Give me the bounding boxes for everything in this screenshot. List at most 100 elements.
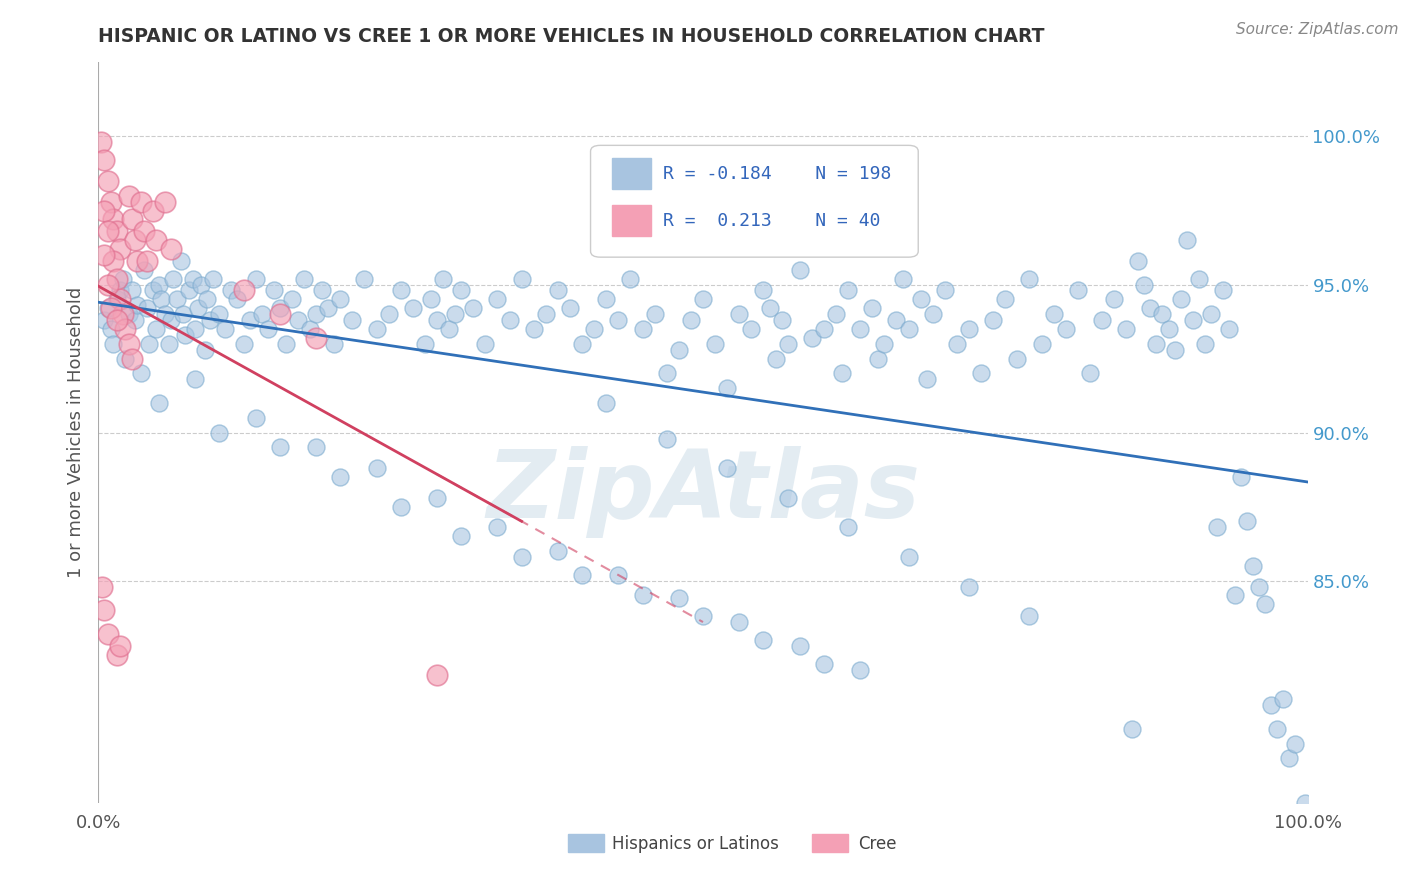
Point — [1218, 322, 1240, 336]
Point — [1199, 307, 1222, 321]
Point — [366, 461, 388, 475]
Point — [153, 307, 176, 321]
Point — [1163, 343, 1185, 357]
Point — [897, 322, 920, 336]
Point — [752, 632, 775, 647]
Point — [957, 580, 980, 594]
Point — [256, 322, 278, 336]
Point — [157, 336, 180, 351]
Point — [776, 491, 799, 505]
Point — [208, 425, 231, 440]
Text: R =  0.213    N = 40: R = 0.213 N = 40 — [664, 211, 880, 230]
Point — [299, 322, 322, 336]
Point — [250, 307, 273, 321]
Point — [100, 301, 122, 316]
Point — [571, 567, 593, 582]
Point — [728, 615, 751, 629]
Point — [981, 313, 1004, 327]
Point — [716, 381, 738, 395]
Text: HISPANIC OR LATINO VS CREE 1 OR MORE VEHICLES IN HOUSEHOLD CORRELATION CHART: HISPANIC OR LATINO VS CREE 1 OR MORE VEH… — [98, 27, 1045, 45]
Point — [93, 248, 115, 262]
Point — [1139, 301, 1161, 316]
Point — [765, 351, 787, 366]
Point — [510, 271, 533, 285]
Point — [169, 253, 191, 268]
Point — [1289, 840, 1312, 855]
Point — [1175, 233, 1198, 247]
Point — [1230, 470, 1253, 484]
Point — [311, 284, 333, 298]
Point — [153, 194, 176, 209]
Point — [184, 322, 207, 336]
Point — [1102, 293, 1125, 307]
Point — [105, 648, 128, 662]
Point — [100, 322, 122, 336]
Point — [97, 174, 120, 188]
Point — [342, 313, 364, 327]
Point — [101, 253, 124, 268]
Point — [849, 322, 872, 336]
Point — [668, 343, 690, 357]
Point — [758, 301, 780, 316]
Point — [305, 307, 328, 321]
Point — [269, 301, 291, 316]
Point — [239, 313, 262, 327]
Point — [934, 284, 956, 298]
Point — [232, 336, 254, 351]
Point — [269, 441, 291, 455]
Point — [1272, 692, 1295, 706]
Point — [463, 301, 485, 316]
Point — [813, 657, 835, 671]
Point — [90, 136, 112, 150]
Point — [1146, 336, 1168, 351]
Point — [583, 322, 606, 336]
Point — [644, 307, 666, 321]
Point — [1212, 284, 1234, 298]
Point — [432, 271, 454, 285]
Point — [1115, 322, 1137, 336]
Point — [1223, 589, 1246, 603]
Point — [402, 301, 425, 316]
Point — [837, 284, 859, 298]
Point — [728, 307, 751, 321]
Point — [523, 322, 546, 336]
Point — [269, 307, 291, 321]
Point — [1078, 367, 1101, 381]
Bar — [613, 205, 651, 236]
Point — [946, 336, 969, 351]
Point — [1236, 515, 1258, 529]
Point — [1152, 307, 1174, 321]
Point — [510, 549, 533, 564]
Point — [105, 293, 128, 307]
Point — [1181, 313, 1204, 327]
Point — [172, 307, 194, 321]
Point — [148, 396, 170, 410]
Point — [607, 313, 630, 327]
Point — [752, 284, 775, 298]
Y-axis label: 1 or more Vehicles in Household: 1 or more Vehicles in Household — [66, 287, 84, 578]
Point — [138, 336, 160, 351]
Point — [101, 336, 124, 351]
Text: Hispanics or Latinos: Hispanics or Latinos — [613, 835, 779, 853]
Bar — [568, 834, 603, 853]
Point — [118, 188, 141, 202]
Point — [740, 322, 762, 336]
Point — [420, 293, 443, 307]
Point — [202, 271, 225, 285]
Point — [245, 271, 267, 285]
Point — [127, 298, 149, 312]
Point — [1170, 293, 1192, 307]
Point — [1284, 737, 1306, 751]
Point — [101, 212, 124, 227]
Point — [426, 668, 449, 682]
Point — [274, 336, 297, 351]
Point — [184, 372, 207, 386]
Point — [198, 313, 221, 327]
Text: R = -0.184    N = 198: R = -0.184 N = 198 — [664, 165, 891, 183]
Text: Cree: Cree — [858, 835, 896, 853]
Point — [1067, 284, 1090, 298]
Point — [1188, 271, 1211, 285]
Point — [142, 284, 165, 298]
Point — [813, 322, 835, 336]
Bar — [811, 834, 848, 853]
